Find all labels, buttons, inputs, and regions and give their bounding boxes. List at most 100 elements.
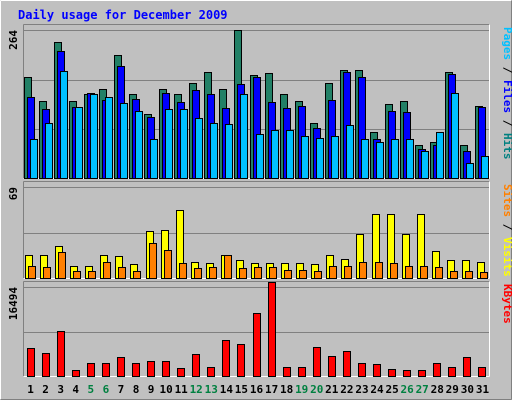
bar-sites-day-3	[58, 252, 66, 279]
series-kbytes	[27, 282, 486, 377]
bar-kbytes-day-18	[283, 367, 291, 377]
legend-label: Visits	[501, 237, 512, 277]
bar-sites-day-18	[284, 270, 292, 279]
panel-visits-sites: 69 Sites / Visits	[7, 181, 512, 279]
bar-pages-day-20	[316, 138, 324, 179]
bar-kbytes-day-22	[343, 351, 351, 377]
day-label: 3	[57, 383, 64, 396]
bar-pages-day-15	[240, 94, 248, 179]
bar-sites-day-16	[254, 267, 262, 279]
bar-sites-day-29	[450, 271, 458, 279]
bar-kbytes-day-10	[162, 361, 170, 377]
bar-sites-day-15	[239, 268, 247, 279]
bar-pages-day-2	[45, 123, 53, 179]
bar-pages-day-6	[105, 97, 113, 179]
bar-pages-day-29	[451, 93, 459, 179]
legend-label: /	[501, 113, 512, 133]
bar-kbytes-day-23	[358, 363, 366, 377]
day-label: 25	[385, 383, 398, 396]
bar-kbytes-day-7	[117, 357, 125, 377]
bar-kbytes-day-9	[147, 361, 155, 377]
bar-sites-day-14	[224, 255, 232, 279]
bar-sites-day-7	[118, 267, 126, 279]
bar-sites-day-17	[269, 267, 277, 279]
series-sites	[28, 243, 488, 279]
bar-sites-day-28	[435, 267, 443, 279]
bar-pages-day-8	[135, 111, 143, 179]
panel-hits-files-pages: 264 Pages / Files / Hits	[7, 24, 512, 179]
bar-sites-day-1	[28, 266, 36, 279]
day-label: 26	[400, 383, 414, 396]
bar-kbytes-day-5	[87, 363, 95, 377]
day-label: 31	[476, 383, 490, 396]
day-label: 7	[118, 383, 125, 396]
day-label: 16	[250, 383, 264, 396]
bar-sites-day-2	[43, 267, 51, 279]
day-label: 20	[310, 383, 323, 396]
bar-pages-day-25	[391, 139, 399, 179]
bar-kbytes-day-14	[222, 340, 230, 377]
bar-pages-day-5	[90, 94, 98, 179]
legend-label: Hits	[501, 133, 512, 160]
day-label: 4	[72, 383, 79, 396]
legend-label: /	[501, 217, 512, 237]
bar-pages-day-24	[376, 142, 384, 179]
bar-pages-day-30	[466, 163, 474, 179]
bar-kbytes-day-3	[57, 331, 65, 377]
bar-pages-day-22	[346, 125, 354, 179]
bar-kbytes-day-26	[403, 370, 411, 377]
bar-kbytes-day-13	[207, 367, 215, 377]
bar-sites-day-24	[375, 262, 383, 279]
bar-sites-day-5	[88, 271, 96, 279]
bar-pages-day-18	[286, 130, 294, 179]
day-label: 23	[355, 383, 368, 396]
bar-kbytes-day-4	[72, 370, 80, 377]
bar-pages-day-10	[165, 109, 173, 179]
bar-pages-day-26	[406, 139, 414, 179]
day-label: 24	[370, 383, 384, 396]
day-label: 9	[148, 383, 155, 396]
bar-kbytes-day-30	[463, 357, 471, 377]
bar-sites-day-26	[405, 266, 413, 279]
legend-label: Files	[501, 80, 512, 113]
day-label: 30	[461, 383, 474, 396]
chart-panels: 264 Pages / Files / Hits 69 Sites / Visits 1…	[7, 24, 512, 377]
day-label: 19	[295, 383, 308, 396]
bar-kbytes-day-1	[27, 348, 35, 377]
day-label: 18	[280, 383, 293, 396]
bar-pages-day-23	[361, 139, 369, 179]
bar-pages-day-14	[225, 124, 233, 179]
panel-kbytes: 16494 KBytes	[7, 281, 512, 377]
y-max-label: 69	[7, 187, 20, 200]
day-label: 11	[175, 383, 189, 396]
bar-pages-day-19	[301, 136, 309, 179]
bar-pages-day-4	[75, 107, 83, 179]
bar-sites-day-19	[299, 270, 307, 279]
day-label: 10	[159, 383, 172, 396]
legend-label: KBytes	[501, 284, 512, 324]
bar-sites-day-13	[209, 267, 217, 279]
bar-kbytes-day-25	[388, 369, 396, 377]
day-label: 21	[325, 383, 339, 396]
bar-sites-day-6	[103, 262, 111, 279]
bar-kbytes-day-19	[298, 367, 306, 377]
x-axis-day-labels: 1 2 3 4 5 6 7 8 9 10 11 12 13 14 15 16 17 18 19 20 21 22 23 24 2…	[27, 383, 489, 396]
legend-label-group: Pages / Files / Hits	[501, 27, 512, 160]
bar-sites-day-30	[465, 271, 473, 279]
legend-label: Sites	[501, 184, 512, 217]
bar-kbytes-day-15	[237, 344, 245, 377]
bar-kbytes-day-29	[448, 367, 456, 377]
bar-kbytes-day-12	[192, 354, 200, 377]
bar-kbytes-day-16	[253, 313, 261, 377]
day-label: 12	[190, 383, 203, 396]
bar-sites-day-22	[344, 266, 352, 279]
bar-kbytes-day-17	[268, 282, 276, 377]
bar-kbytes-day-20	[313, 347, 321, 377]
bar-pages-day-7	[120, 103, 128, 179]
day-label: 8	[133, 383, 140, 396]
day-label: 13	[205, 383, 218, 396]
bar-kbytes-day-31	[478, 367, 486, 377]
bar-pages-day-1	[30, 139, 38, 179]
day-label: 29	[446, 383, 459, 396]
